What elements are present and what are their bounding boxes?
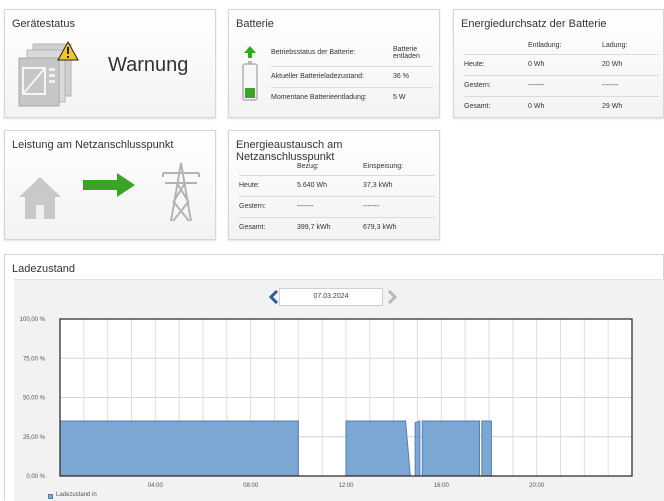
battery-table: Betriebsstatus der Batterie: Batterie en…: [271, 40, 433, 108]
device-status-card: Gerätestatus Warnung: [4, 9, 216, 118]
date-input[interactable]: 07.03.2024: [279, 288, 383, 306]
exchange-yesterday-import: -------: [297, 203, 314, 210]
state-of-charge-chart: 0,00 % 25,00 % 50,00 % 75,00 % 100,00 % 04:00…: [20, 317, 633, 489]
battery-status-value-2: entladen: [393, 52, 420, 60]
exchange-row-label: Gesamt:: [239, 224, 266, 232]
throughput-total-discharge: 0 Wh: [528, 103, 545, 111]
y-tick-label: 75,00 %: [23, 356, 46, 362]
throughput-header-discharge: Entladung:: [528, 42, 562, 50]
series-area-segment: [59, 420, 299, 477]
battery-status-label: Betriebsstatus der Batterie:: [271, 49, 356, 57]
legend-label: Ladezustand in: [56, 492, 97, 498]
exchange-header-import: Bezug:: [297, 163, 319, 171]
battery-discharge-value: 5 W: [393, 94, 406, 102]
throughput-yesterday-charge: -------: [602, 82, 619, 89]
device-status-title: Gerätestatus: [12, 18, 75, 30]
x-tick-label: 12:00: [338, 483, 354, 489]
battery-title: Batterie: [236, 18, 274, 30]
legend-swatch: [48, 494, 53, 499]
series-area-segment: [414, 420, 421, 477]
throughput-yesterday-discharge: -------: [528, 82, 545, 89]
device-warning-icon: [18, 40, 79, 107]
chevron-left-icon[interactable]: [269, 290, 279, 304]
exchange-row-label: Heute:: [239, 182, 260, 189]
arrow-right-icon: [83, 173, 135, 197]
y-tick-label: 25,00 %: [23, 435, 46, 441]
power-pylon-icon: [162, 162, 200, 222]
throughput-header-charge: Ladung:: [602, 42, 628, 50]
exchange-header-export: Einspeisung:: [363, 163, 404, 171]
grid-power-card: Leistung am Netzanschlusspunkt: [4, 130, 216, 240]
throughput-row-label: Gesamt:: [464, 103, 491, 111]
y-tick-label: 0,00 %: [26, 474, 45, 480]
house-icon: [19, 177, 61, 219]
energy-throughput-table: Entladung: Ladung: Heute: 0 Wh 20 Wh Ges…: [464, 38, 659, 117]
energy-throughput-title: Energiedurchsatz der Batterie: [461, 18, 607, 30]
x-tick-label: 16:00: [434, 483, 450, 489]
device-status-value: Warnung: [108, 54, 189, 76]
exchange-row-label: Gestern:: [239, 203, 266, 210]
exchange-today-export: 37,3 kWh: [363, 182, 393, 189]
grid-power-title: Leistung am Netzanschlusspunkt: [12, 139, 174, 151]
x-tick-label: 08:00: [243, 483, 259, 489]
battery-soc-value: 36 %: [393, 73, 409, 80]
series-area-segment: [345, 420, 411, 477]
x-tick-label: 04:00: [148, 483, 164, 489]
throughput-row-label: Gestern:: [464, 82, 491, 89]
battery-soc-label: Aktueller Batterieladezustand:: [271, 73, 364, 80]
battery-card: Batterie Betriebsstatus der Batterie: Ba…: [228, 9, 440, 118]
throughput-today-discharge: 0 Wh: [528, 61, 545, 68]
y-tick-label: 50,00 %: [23, 396, 46, 402]
exchange-yesterday-export: -------: [363, 203, 380, 210]
battery-discharge-label: Momentane Batterieentladung:: [271, 94, 367, 102]
series-area-segment: [421, 420, 480, 477]
series-area-segment: [481, 420, 492, 477]
throughput-total-charge: 29 Wh: [602, 103, 623, 111]
energy-exchange-card: Energieaustausch am Netzanschlusspunkt B…: [228, 130, 440, 240]
y-tick-label: 100,00 %: [20, 317, 46, 323]
energy-exchange-title: Energieaustausch am Netzanschlusspunkt: [236, 139, 343, 163]
exchange-total-export: 679,3 kWh: [363, 224, 397, 232]
chevron-right-icon[interactable]: [387, 290, 397, 304]
plot-border: [59, 318, 633, 477]
battery-status-value-1: Batterie: [393, 45, 418, 53]
battery-charge-icon: [242, 46, 258, 101]
exchange-total-import: 399,7 kWh: [297, 224, 331, 232]
x-tick-label: 20:00: [529, 483, 545, 489]
throughput-row-label: Heute:: [464, 61, 485, 68]
energy-exchange-table: Bezug: Einspeisung: Heute: 5.640 Wh 37,3…: [239, 159, 435, 238]
exchange-today-import: 5.640 Wh: [297, 182, 327, 189]
throughput-today-charge: 20 Wh: [602, 61, 623, 68]
energy-throughput-card: Energiedurchsatz der Batterie Entladung:…: [453, 9, 664, 118]
state-of-charge-title: Ladezustand: [12, 263, 75, 275]
